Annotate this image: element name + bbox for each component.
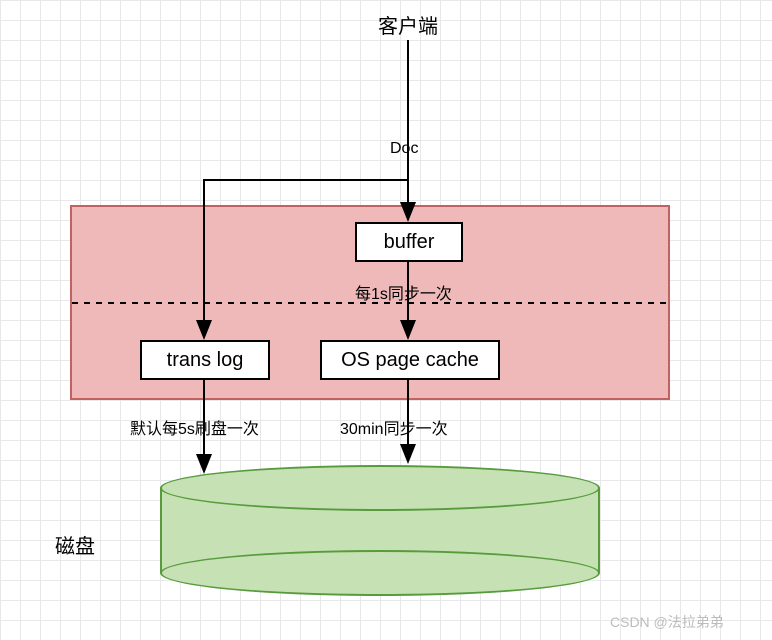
edge-branch-translog	[204, 180, 408, 336]
arrows-layer	[0, 0, 772, 640]
diagram-canvas: buffer trans log OS page cache 客户端 磁盘 Do…	[0, 0, 772, 640]
